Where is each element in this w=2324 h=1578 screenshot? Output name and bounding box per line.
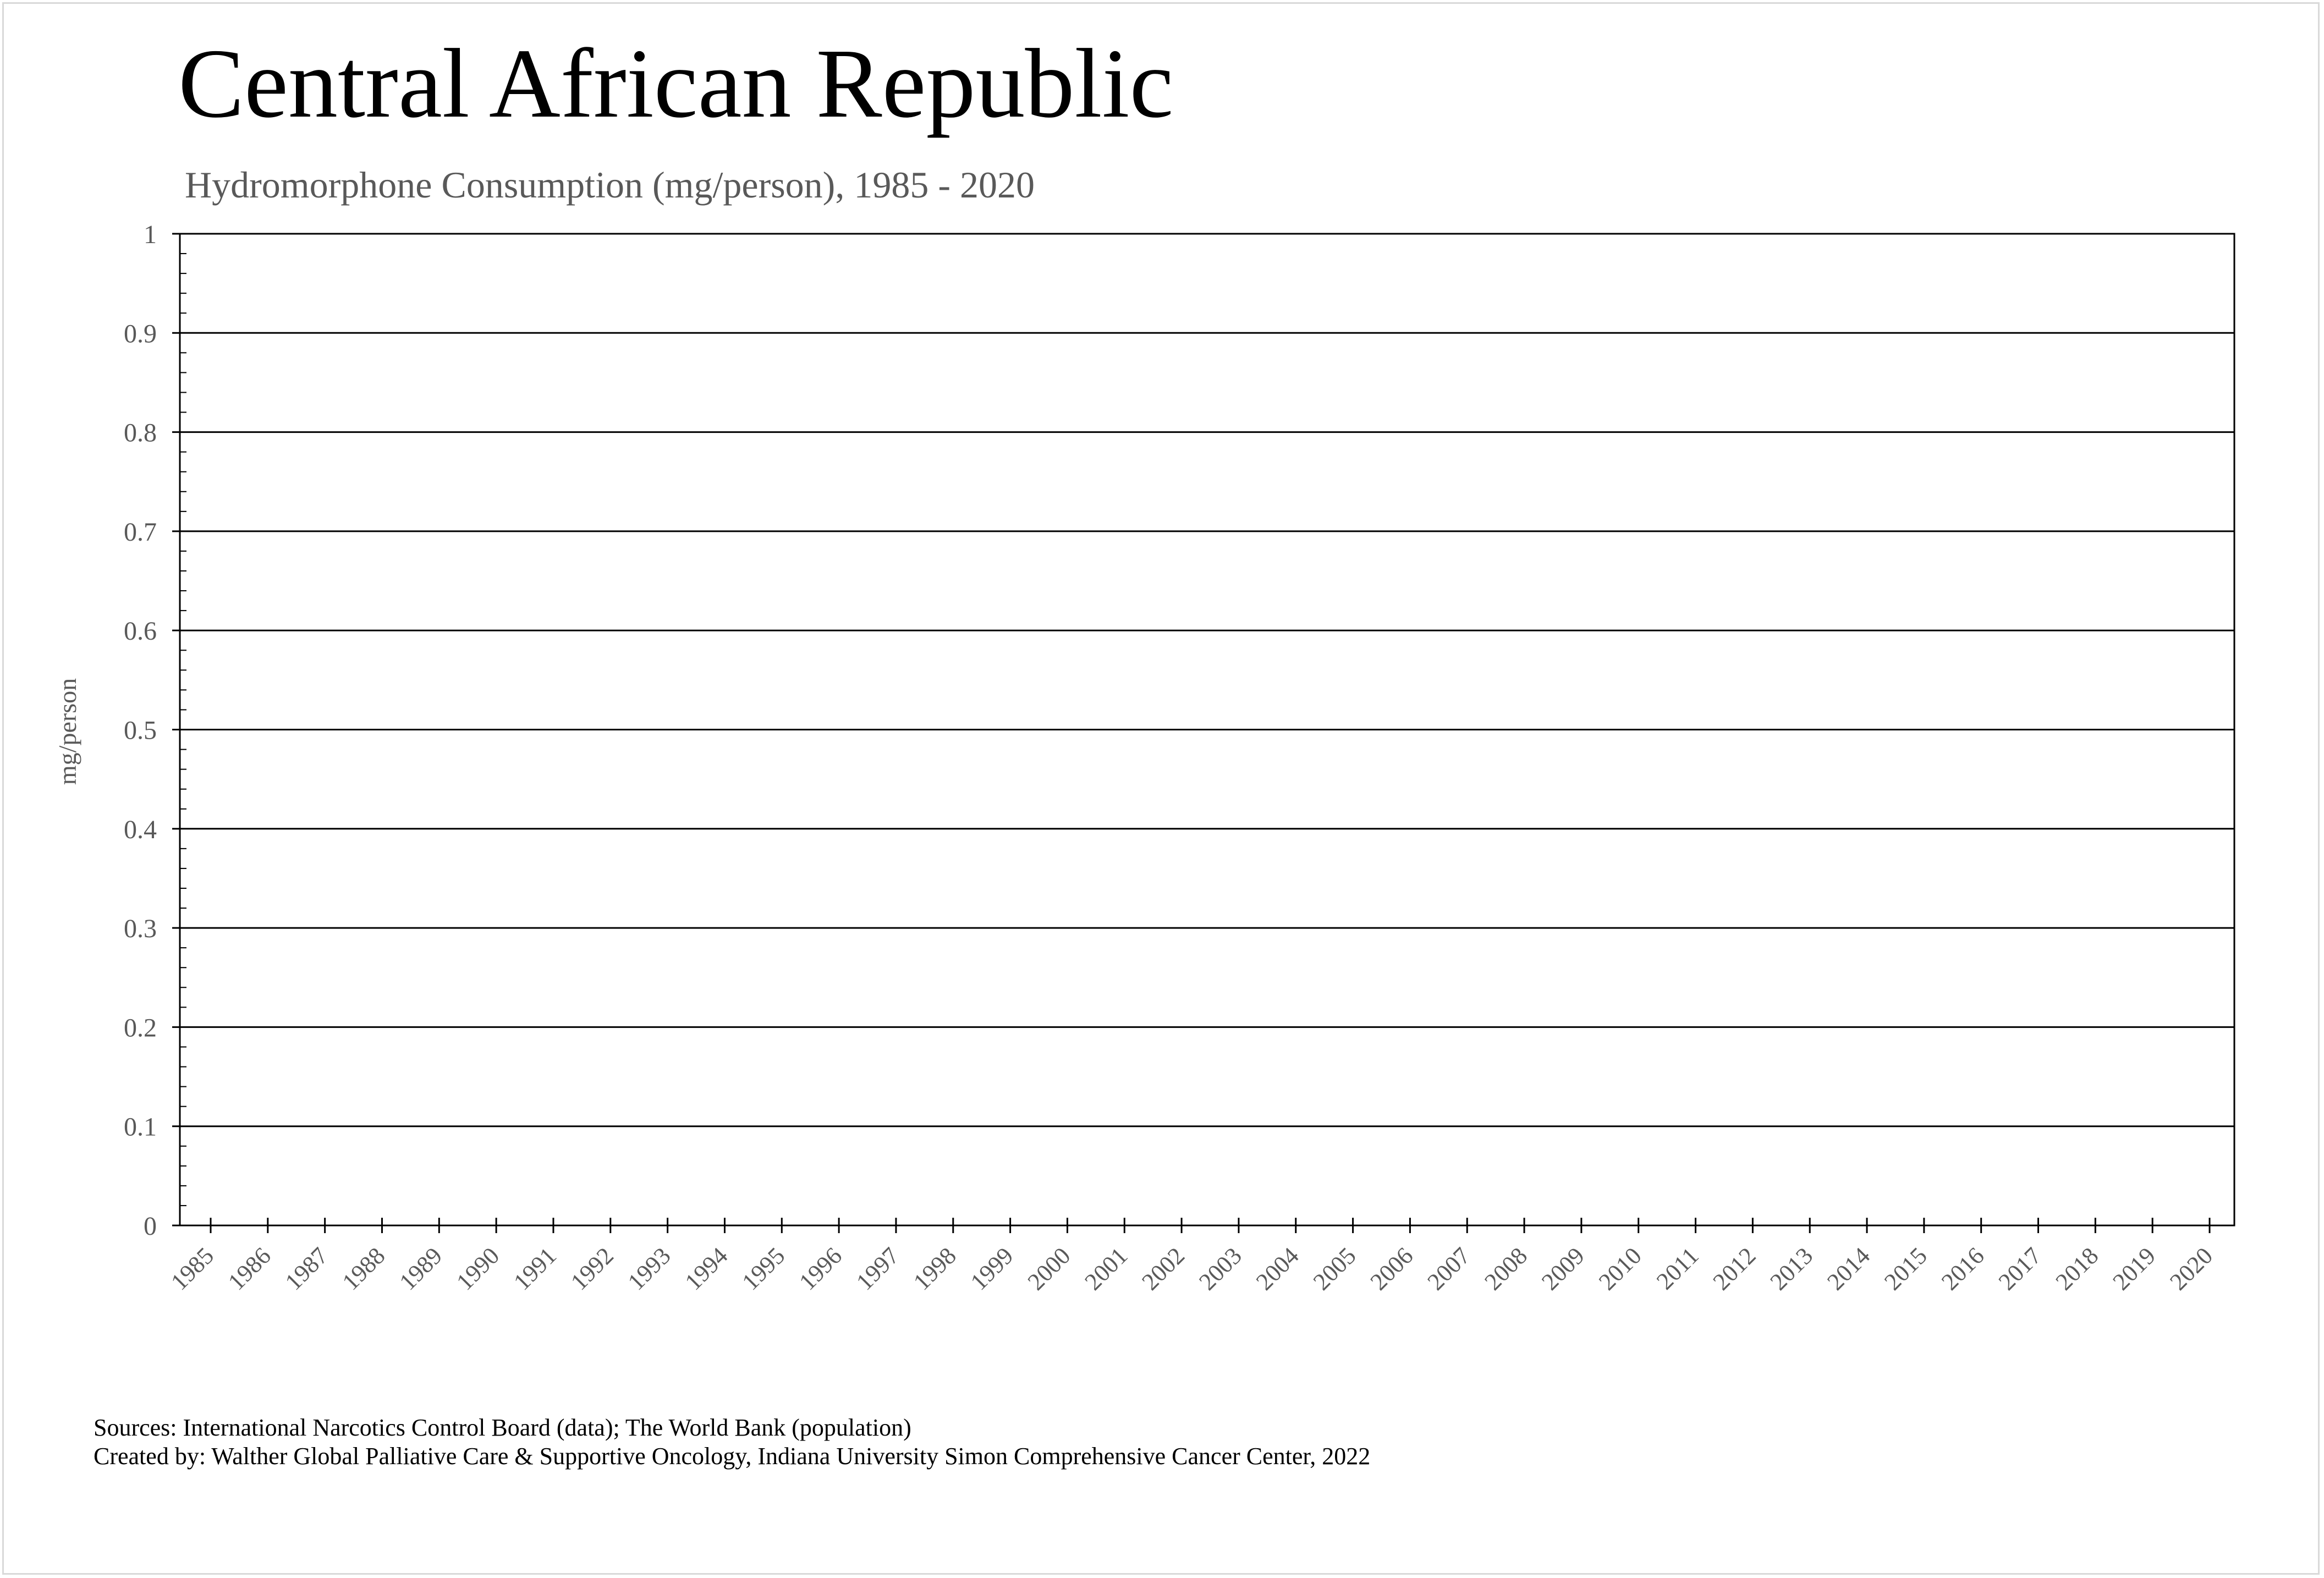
credits-note: Created by: Walther Global Palliative Ca… [94, 1443, 1371, 1470]
sources-note: Sources: International Narcotics Control… [94, 1414, 911, 1441]
x-axis: 1985 1986 1987 1988 1989 1990 1991 1992 1993 1994… [166, 1218, 2218, 1295]
y-axis-label: mg/person [53, 678, 81, 785]
x-tick-label: 2009 [1536, 1242, 1590, 1295]
gridlines [180, 332, 2234, 1128]
x-tick-label: 1993 [623, 1242, 676, 1295]
x-tick-label: 2018 [2051, 1242, 2104, 1295]
x-tick-label: 1994 [680, 1242, 733, 1295]
y-axis: 0 0.1 0.2 0.3 0.4 0.5 0.6 0.7 0.8 0.9 1 [124, 220, 186, 1241]
x-tick-label: 1986 [223, 1242, 276, 1295]
x-tick-label: 2004 [1251, 1242, 1304, 1295]
x-tick-label: 1995 [737, 1242, 790, 1295]
x-tick-label: 2000 [1023, 1242, 1076, 1295]
x-tick-label: 2015 [1879, 1242, 1932, 1295]
x-tick-label: 2006 [1365, 1242, 1419, 1295]
y-tick-label: 0.4 [124, 815, 157, 844]
x-tick-label: 1988 [337, 1242, 391, 1295]
x-tick-label: 1989 [394, 1242, 448, 1295]
y-tick-label: 0.3 [124, 914, 157, 943]
x-tick-label: 1998 [908, 1242, 962, 1295]
y-tick-label: 0.9 [124, 319, 157, 348]
x-tick-label: 2014 [1822, 1242, 1875, 1295]
y-tick-label: 0.5 [124, 716, 157, 745]
y-tick-label: 0.1 [124, 1113, 157, 1142]
x-tick-label: 2005 [1308, 1242, 1361, 1295]
x-tick-label: 1987 [280, 1242, 333, 1295]
x-tick-label: 2020 [2164, 1242, 2218, 1295]
y-tick-label: 0.8 [124, 419, 157, 448]
x-tick-label: 2007 [1422, 1242, 1475, 1295]
x-tick-label: 2008 [1479, 1242, 1532, 1295]
x-tick-label: 1997 [851, 1242, 904, 1295]
x-tick-label: 1999 [965, 1242, 1019, 1295]
x-tick-label: 2011 [1651, 1242, 1704, 1295]
x-tick-label: 1990 [451, 1242, 504, 1295]
x-tick-label: 2002 [1136, 1242, 1190, 1295]
chart-title: Central African Republic [178, 29, 1174, 138]
x-tick-label: 1992 [565, 1242, 619, 1295]
x-tick-label: 1996 [794, 1242, 847, 1295]
chart-subtitle: Hydromorphone Consumption (mg/person), 1… [185, 164, 1035, 206]
x-tick-label: 2001 [1079, 1242, 1133, 1295]
y-tick-label: 1 [144, 220, 157, 249]
x-tick-label: 2019 [2107, 1242, 2161, 1295]
x-tick-label: 2013 [1765, 1242, 1818, 1295]
y-tick-label: 0 [144, 1212, 157, 1241]
x-tick-label: 2016 [1936, 1242, 1990, 1295]
x-tick-label: 2010 [1594, 1242, 1647, 1295]
x-tick-label: 1985 [166, 1242, 219, 1295]
x-tick-label: 2017 [1993, 1242, 2047, 1295]
y-tick-label: 0.7 [124, 518, 157, 547]
y-tick-label: 0.2 [124, 1013, 157, 1042]
x-tick-label: 2003 [1194, 1242, 1247, 1295]
x-tick-label: 2012 [1708, 1242, 1761, 1295]
x-tick-label: 1991 [508, 1242, 562, 1295]
y-tick-label: 0.6 [124, 617, 157, 646]
chart-footer: Sources: International Narcotics Control… [94, 1414, 1370, 1471]
